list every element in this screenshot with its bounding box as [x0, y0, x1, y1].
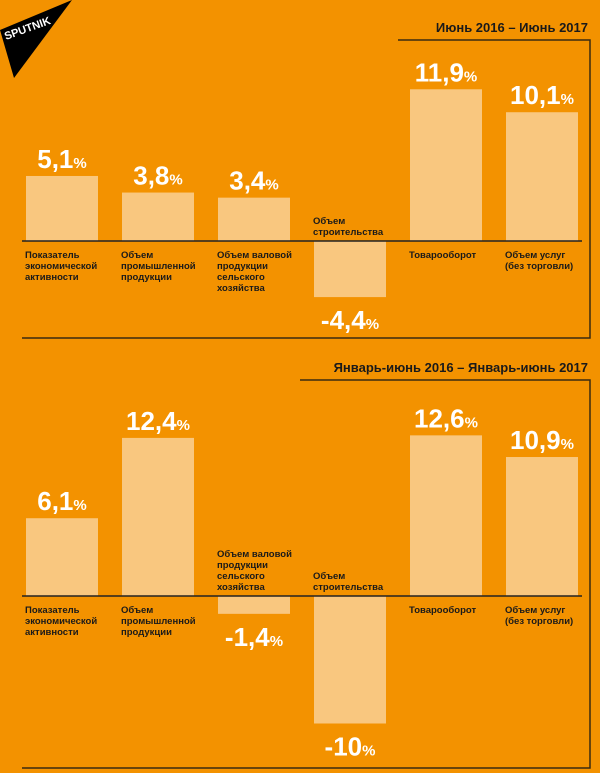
- data-label: -1,4%: [225, 622, 283, 652]
- category-label: Показатель экономической активности: [25, 250, 97, 283]
- data-label: -4,4%: [321, 305, 379, 335]
- bar: [218, 596, 290, 614]
- data-label: 12,6%: [414, 403, 478, 433]
- category-label: Объем услуг (без торговли): [505, 250, 573, 272]
- category-label: Объем промышленной продукции: [121, 605, 196, 638]
- bar: [410, 89, 482, 242]
- bar: [506, 112, 578, 241]
- bar: [314, 596, 386, 724]
- category-label: Объем валовой продукции сельского хозяйства: [217, 250, 292, 294]
- bar: [410, 435, 482, 596]
- bar: [122, 192, 194, 241]
- sputnik-logo: SPUTNIK: [0, 0, 72, 78]
- category-label: Объем услуг (без торговли): [505, 605, 573, 627]
- bar: [506, 457, 578, 596]
- category-label: Объем промышленной продукции: [121, 250, 196, 283]
- category-label: Объем строительства: [313, 571, 384, 593]
- data-label: 10,9%: [510, 425, 574, 455]
- category-label: Показатель экономической активности: [25, 605, 97, 638]
- data-label: 6,1%: [37, 486, 87, 516]
- category-label: Объем валовой продукции сельского хозяйства: [217, 549, 292, 593]
- data-label: -10%: [325, 732, 376, 762]
- data-label: 3,4%: [229, 166, 279, 196]
- panel-title-jan-june: Январь-июнь 2016 – Январь-июнь 2017: [333, 360, 588, 375]
- bar: [26, 518, 98, 596]
- data-label: 10,1%: [510, 80, 574, 110]
- category-label: Товарооборот: [409, 250, 476, 261]
- data-label: 3,8%: [133, 161, 183, 191]
- category-label: Товарооборот: [409, 605, 476, 616]
- data-label: 5,1%: [37, 144, 87, 174]
- bar: [218, 197, 290, 241]
- data-label: 12,4%: [126, 406, 190, 436]
- bar: [26, 175, 98, 241]
- panel-title-june: Июнь 2016 – Июнь 2017: [435, 20, 588, 35]
- bar: [122, 437, 194, 596]
- panel-frame: [22, 39, 591, 339]
- panel-frame: [22, 379, 591, 769]
- bar: [314, 241, 386, 298]
- category-label: Объем строительства: [313, 216, 384, 238]
- data-label: 11,9%: [415, 57, 478, 87]
